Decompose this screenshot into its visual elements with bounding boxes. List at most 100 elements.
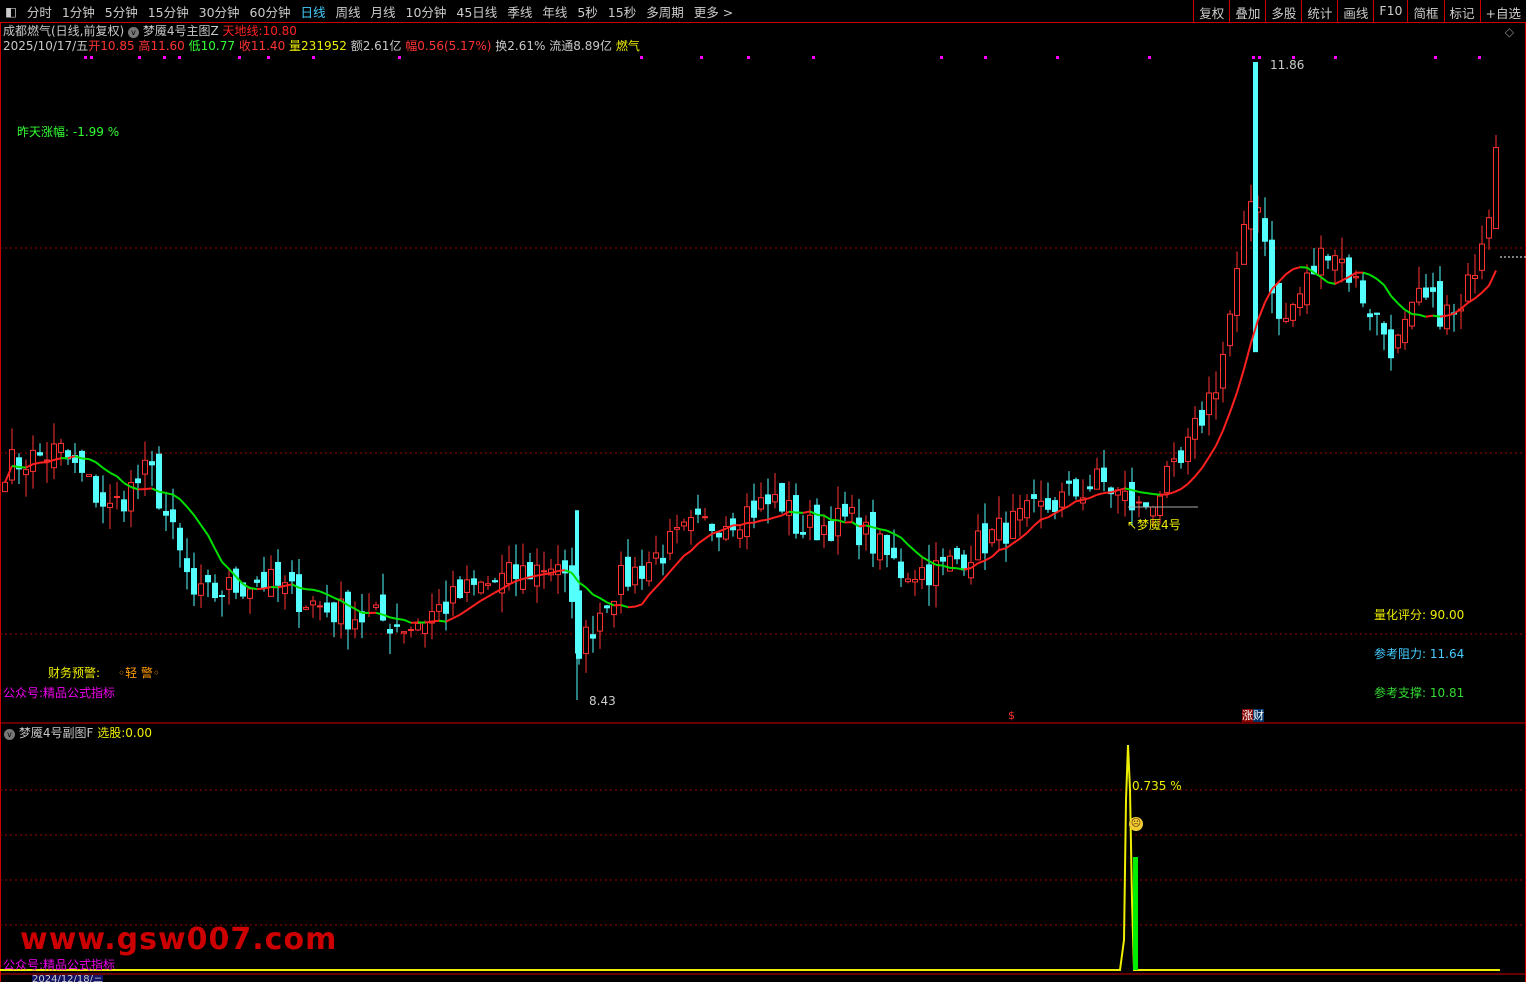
candle-body: [1157, 495, 1163, 517]
ma-line-segment: [676, 555, 685, 565]
candle-spike-high: [1253, 62, 1258, 353]
period-1[interactable]: 1分钟: [61, 4, 95, 20]
watermark: www.gsw007.com: [20, 922, 338, 957]
sub-indicator-name[interactable]: 梦魇4号副图F: [18, 726, 94, 740]
candle-body: [1094, 468, 1100, 490]
period-7[interactable]: 周线: [335, 4, 361, 20]
ma-line-segment: [459, 609, 468, 616]
chevron-down-icon[interactable]: v: [128, 27, 140, 38]
period-14[interactable]: 15秒: [607, 4, 637, 20]
candle-body: [884, 535, 890, 556]
event-dot: [1292, 56, 1295, 59]
ma-line-segment: [333, 596, 342, 602]
ma-line-segment: [648, 586, 657, 596]
ma-line-segment: [1068, 500, 1077, 507]
period-8[interactable]: 月线: [370, 4, 396, 20]
candle-body: [1444, 304, 1450, 330]
vol-label: 量: [289, 39, 302, 53]
tiandi-label: 天地线:: [222, 24, 263, 38]
support-text: 参考支撑: 10.81: [1374, 686, 1465, 700]
candle-body: [1122, 490, 1128, 502]
event-dot: [163, 56, 166, 59]
ma-line-segment: [326, 593, 335, 599]
ma-line-segment: [809, 510, 818, 516]
tool-1[interactable]: 叠加: [1229, 0, 1265, 22]
period-4[interactable]: 30分钟: [198, 4, 240, 20]
candle-body: [177, 527, 183, 551]
main-indicator-name[interactable]: 梦魇4号主图Z: [142, 24, 219, 38]
ma-line-segment: [921, 556, 930, 562]
ma-line-segment: [739, 522, 748, 527]
period-11[interactable]: 季线: [507, 4, 533, 20]
ma-line-segment: [347, 604, 356, 610]
layout-toggle-icon[interactable]: ◧: [5, 3, 17, 19]
ma-line-segment: [1411, 313, 1420, 316]
candle-spike-low: [575, 510, 579, 654]
period-12[interactable]: 年线: [542, 4, 568, 20]
ma-line-segment: [1327, 281, 1336, 285]
period-13[interactable]: 5秒: [577, 4, 598, 20]
tool-2[interactable]: 多股: [1265, 0, 1301, 22]
tool-5[interactable]: F10: [1373, 0, 1407, 22]
period-9[interactable]: 10分钟: [405, 4, 447, 20]
diamond-icon[interactable]: ◇: [1504, 25, 1514, 39]
badge-zhang[interactable]: 涨: [1242, 709, 1253, 722]
event-dot: [1252, 56, 1255, 59]
ma-line-segment: [1012, 537, 1021, 545]
chevron-down-icon[interactable]: v: [4, 729, 15, 740]
tool-7[interactable]: 标记: [1443, 0, 1480, 22]
candle-body: [1416, 287, 1422, 303]
ma-line-segment: [424, 620, 433, 624]
ma-line-segment: [788, 510, 797, 514]
ma-line-segment: [1047, 512, 1056, 519]
ma-line-segment: [1362, 271, 1371, 276]
candle-body: [1248, 201, 1254, 230]
ma-line-segment: [914, 550, 923, 558]
date-cursor-box: 2024/12/18/三: [32, 975, 104, 982]
event-dot: [747, 56, 750, 59]
ma-line-segment: [228, 568, 237, 578]
chart-header: 成都燃气(日线,前复权) v 梦魇4号主图Z 天地线:10.80: [3, 24, 297, 38]
tool-6[interactable]: 简框: [1407, 0, 1443, 22]
tool-0[interactable]: 复权: [1193, 0, 1229, 22]
tool-3[interactable]: 统计: [1301, 0, 1337, 22]
period-3[interactable]: 15分钟: [147, 4, 189, 20]
period-16[interactable]: 更多 >: [693, 4, 734, 20]
candle-body: [1031, 494, 1037, 499]
tool-8[interactable]: +自选: [1479, 0, 1526, 22]
ma-line-segment: [1194, 467, 1203, 478]
candle-body: [814, 504, 820, 541]
period-0[interactable]: 分时: [26, 4, 52, 20]
period-10[interactable]: 45日线: [456, 4, 498, 20]
event-dot: [940, 56, 943, 59]
ma-line-segment: [851, 521, 860, 528]
candle-body: [114, 495, 120, 498]
period-2[interactable]: 5分钟: [104, 4, 138, 20]
ma-line-segment: [1432, 314, 1441, 318]
period-5[interactable]: 60分钟: [249, 4, 291, 20]
ma-line-segment: [375, 611, 384, 616]
candle-body: [940, 556, 946, 562]
event-badges[interactable]: 涨财: [1242, 709, 1264, 723]
candle-body: [247, 588, 253, 599]
badge-cai[interactable]: 财: [1253, 709, 1264, 722]
ma-line-segment: [1306, 266, 1315, 274]
ma-line-segment: [1236, 368, 1245, 393]
tool-4[interactable]: 画线: [1337, 0, 1373, 22]
ma-line-segment: [438, 619, 447, 623]
candle-body: [688, 516, 694, 532]
ma-line-segment: [1474, 291, 1483, 300]
candle-body: [1395, 334, 1401, 349]
candle-body: [1479, 243, 1485, 271]
candle-body: [1304, 272, 1310, 306]
min-price-label: 8.43: [589, 694, 616, 708]
ma-line-segment: [123, 482, 132, 488]
sector[interactable]: 燃气: [615, 39, 640, 53]
ma-line-segment: [1397, 302, 1406, 311]
period-6[interactable]: 日线: [300, 4, 326, 20]
ma-line-segment: [536, 573, 545, 577]
ma-line-segment: [1222, 411, 1231, 431]
period-15[interactable]: 多周期: [646, 4, 684, 20]
ma-line-segment: [1278, 273, 1287, 283]
